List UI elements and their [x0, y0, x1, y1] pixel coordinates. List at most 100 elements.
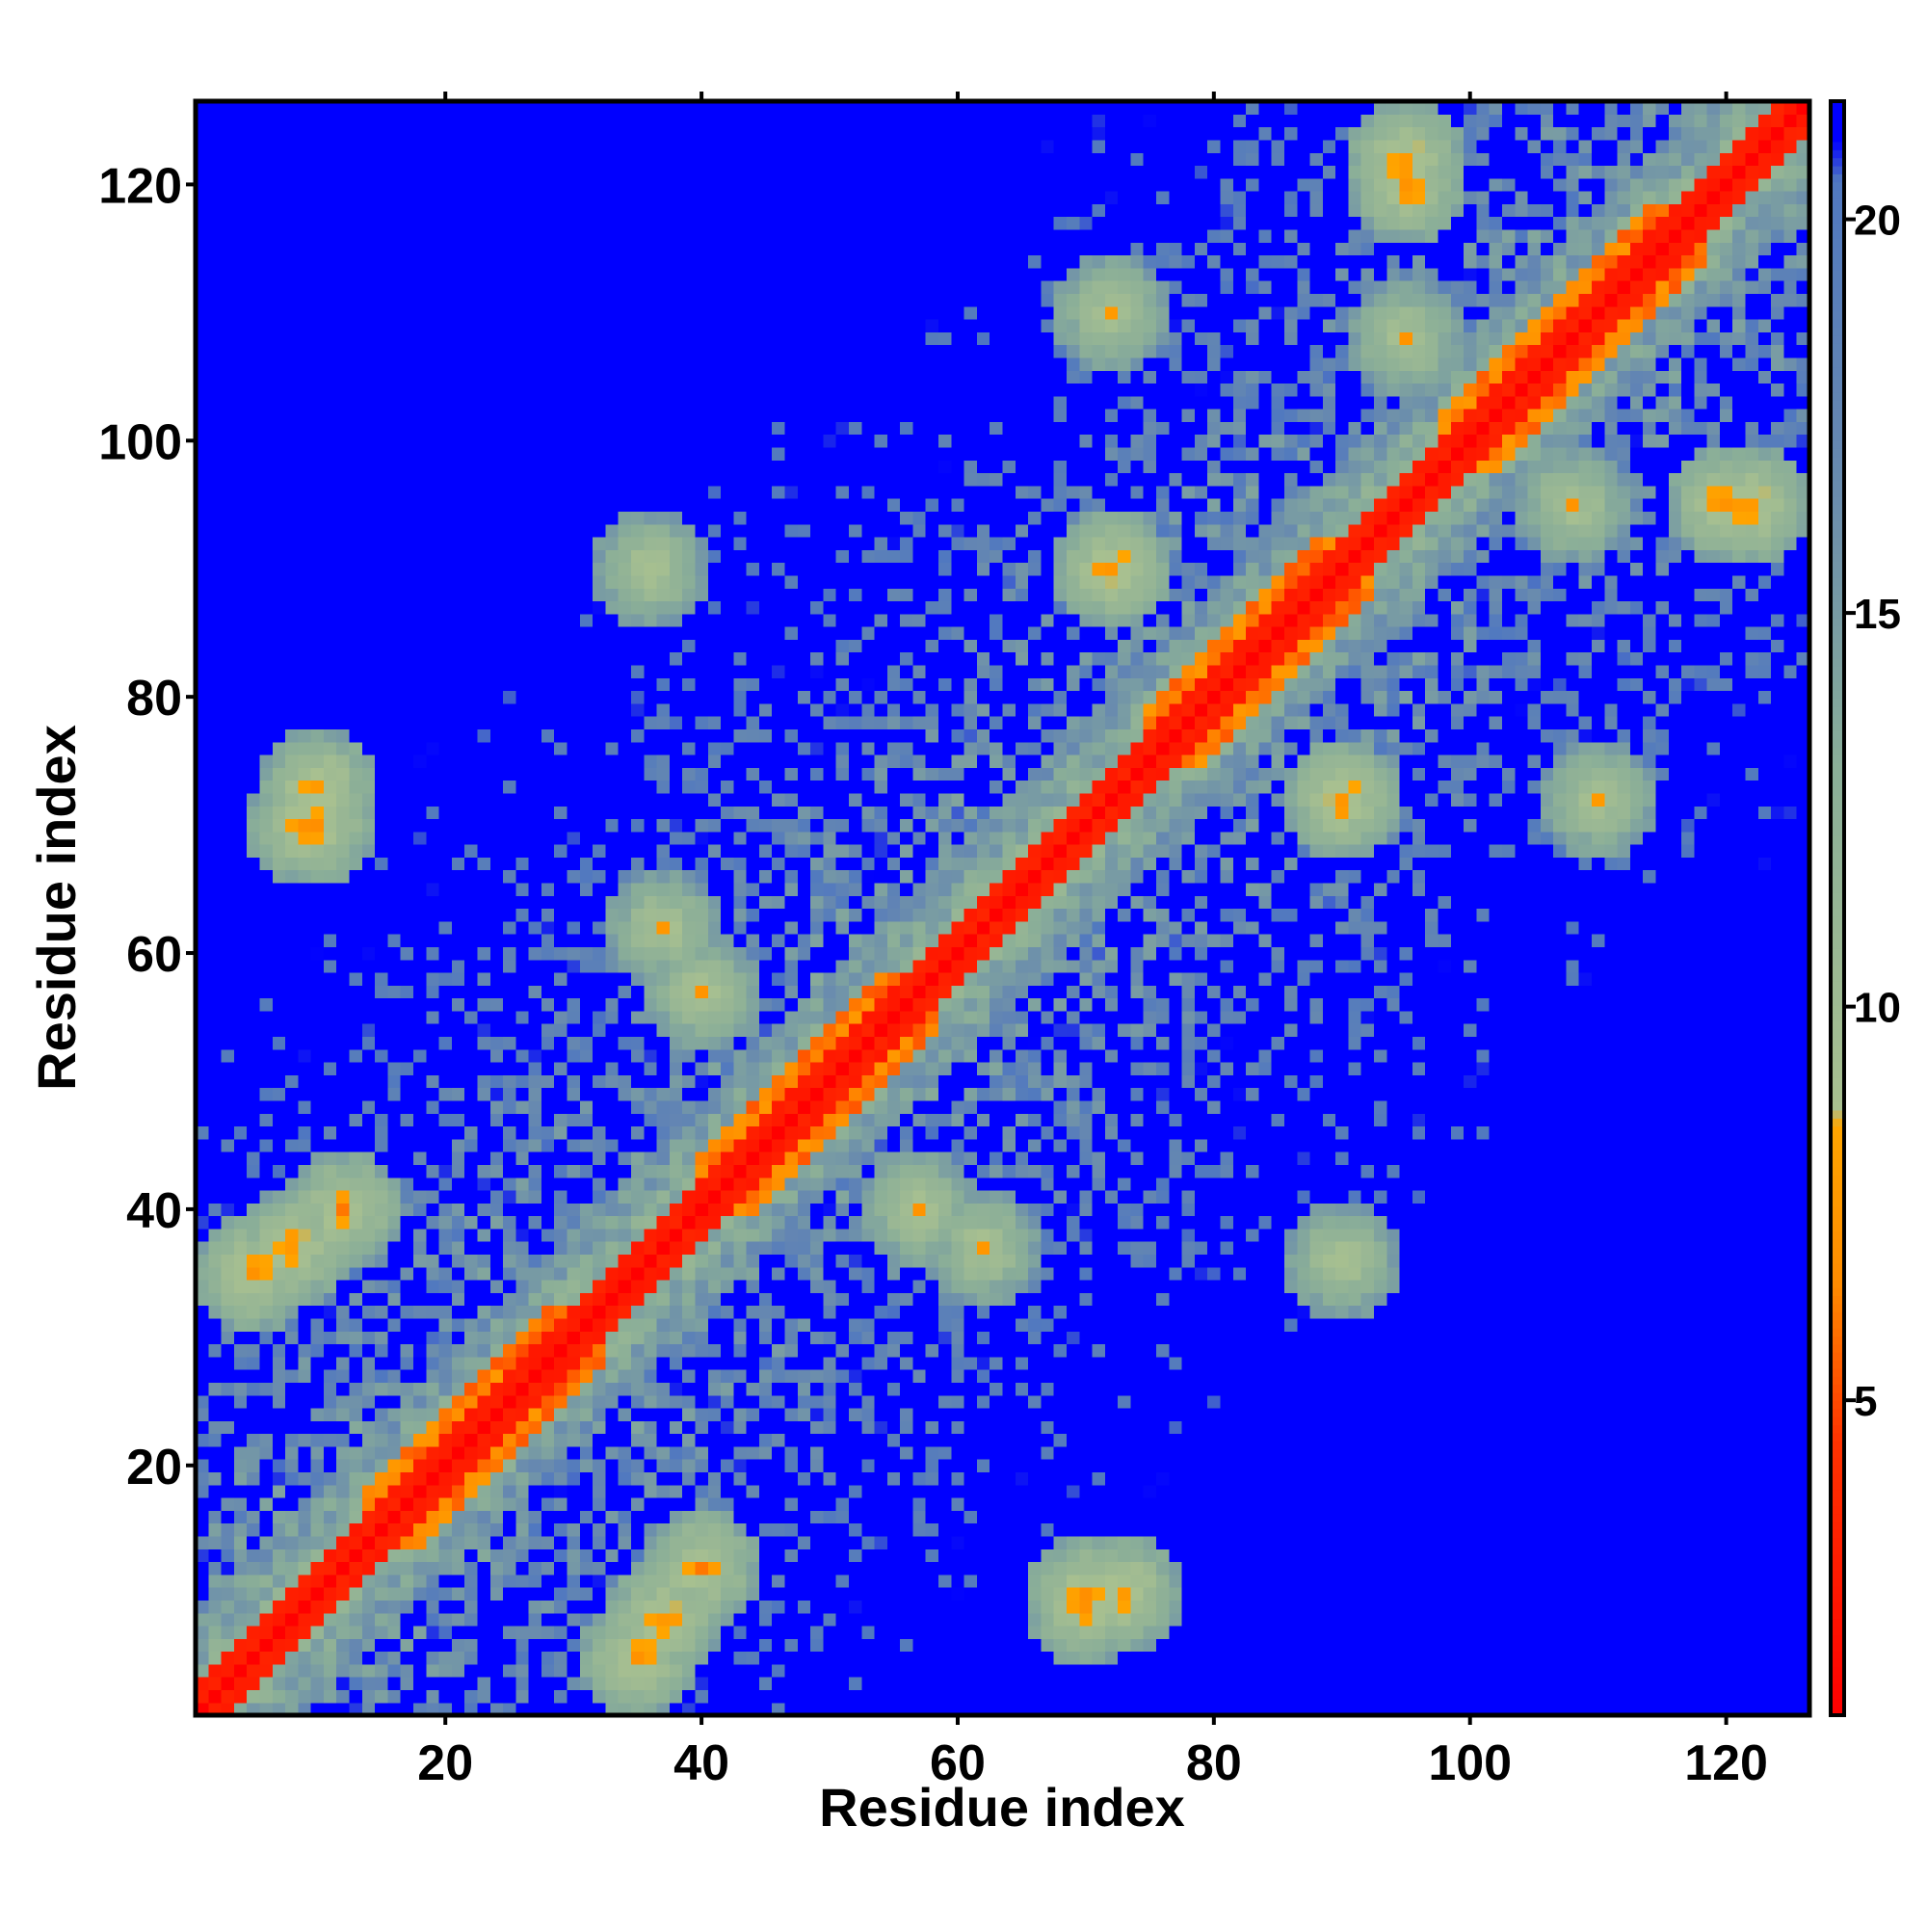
heatmap-cell [375, 971, 388, 986]
heatmap-cell [644, 409, 658, 422]
heatmap-cell [323, 716, 337, 729]
heatmap-cell [528, 370, 542, 384]
heatmap-cell [272, 934, 286, 947]
heatmap-cell [259, 549, 274, 564]
heatmap-cell [630, 165, 645, 179]
heatmap-cell [567, 1023, 581, 1038]
heatmap-cell [285, 318, 299, 332]
heatmap-cell [451, 1048, 465, 1063]
heatmap-cell [644, 1484, 658, 1498]
heatmap-cell [528, 1510, 542, 1524]
heatmap-cell [426, 203, 440, 218]
heatmap-cell [361, 920, 376, 935]
heatmap-cell [323, 1433, 337, 1447]
heatmap-cell [503, 434, 516, 448]
heatmap-cell [247, 293, 261, 307]
heatmap-cell [349, 331, 363, 346]
heatmap-cell [503, 895, 516, 910]
heatmap-cell [285, 1677, 299, 1691]
heatmap-cell [426, 549, 440, 564]
heatmap-cell [208, 1702, 223, 1716]
heatmap-cell [438, 934, 453, 947]
heatmap-cell [656, 1369, 671, 1383]
heatmap-cell [221, 1510, 235, 1524]
heatmap-cell [489, 1535, 504, 1549]
heatmap-cell [247, 1651, 261, 1665]
heatmap-cell [285, 1471, 299, 1486]
heatmap-cell [221, 1497, 235, 1511]
heatmap-cell [630, 126, 645, 141]
heatmap-cell [336, 1535, 351, 1549]
heatmap-cell [387, 588, 402, 602]
heatmap-cell [503, 728, 516, 743]
heatmap-cell [489, 370, 504, 384]
heatmap-cell [579, 1062, 594, 1075]
heatmap-cell [412, 600, 427, 615]
heatmap-cell [285, 1113, 299, 1127]
heatmap-cell [528, 806, 542, 820]
heatmap-cell [400, 421, 414, 436]
heatmap-cell [503, 1062, 516, 1075]
heatmap-cell [630, 959, 645, 973]
heatmap-cell [272, 677, 286, 692]
heatmap-cell [412, 716, 427, 729]
heatmap-cell [644, 702, 658, 717]
heatmap-cell [310, 344, 325, 358]
heatmap-cell [375, 472, 388, 487]
heatmap-cell [528, 165, 542, 179]
heatmap-cell [298, 139, 312, 153]
heatmap-cell [503, 549, 516, 564]
heatmap-cell [349, 1497, 363, 1511]
heatmap-cell [208, 1125, 223, 1140]
heatmap-cell [247, 1125, 261, 1140]
heatmap-cell [451, 1587, 465, 1601]
heatmap-cell [323, 1420, 337, 1435]
heatmap-cell [400, 126, 414, 141]
heatmap-cell [515, 472, 530, 487]
heatmap-cell [503, 1459, 516, 1473]
heatmap-cell [272, 792, 286, 807]
heatmap-cell [477, 1689, 491, 1704]
heatmap-cell [464, 1241, 479, 1256]
heatmap-cell [695, 1189, 709, 1204]
heatmap-cell [515, 1677, 530, 1691]
heatmap-cell [323, 651, 337, 666]
heatmap-cell [438, 1689, 453, 1704]
heatmap-cell [400, 1625, 414, 1639]
heatmap-cell [695, 1203, 709, 1217]
heatmap-cell [361, 844, 376, 858]
heatmap-cell [656, 882, 671, 896]
heatmap-cell [375, 651, 388, 666]
heatmap-cell [285, 344, 299, 358]
heatmap-cell [682, 1394, 697, 1409]
heatmap-cell [323, 1702, 337, 1716]
heatmap-cell [541, 639, 555, 653]
heatmap-cell [438, 139, 453, 153]
heatmap-cell [554, 690, 568, 704]
heatmap-cell [630, 1036, 645, 1050]
heatmap-cell [656, 216, 671, 230]
heatmap-cell [695, 702, 709, 717]
heatmap-cell [630, 1228, 645, 1242]
heatmap-cell [221, 613, 235, 627]
heatmap-cell [438, 1663, 453, 1678]
heatmap-cell [515, 1484, 530, 1498]
heatmap-cell [503, 857, 516, 871]
heatmap-cell [426, 1382, 440, 1396]
heatmap-cell [567, 588, 581, 602]
heatmap-cell [489, 806, 504, 820]
heatmap-cell [323, 446, 337, 461]
heatmap-cell [515, 1305, 530, 1319]
heatmap-cell [438, 203, 453, 218]
heatmap-cell [310, 139, 325, 153]
heatmap-cell [554, 318, 568, 332]
heatmap-cell [196, 1331, 209, 1345]
heatmap-cell [477, 293, 491, 307]
heatmap-cell [336, 626, 351, 640]
heatmap-cell [451, 626, 465, 640]
heatmap-cell [285, 357, 299, 371]
heatmap-cell [515, 1292, 530, 1307]
heatmap-cell [361, 677, 376, 692]
heatmap-cell [579, 818, 594, 833]
heatmap-cell [310, 651, 325, 666]
